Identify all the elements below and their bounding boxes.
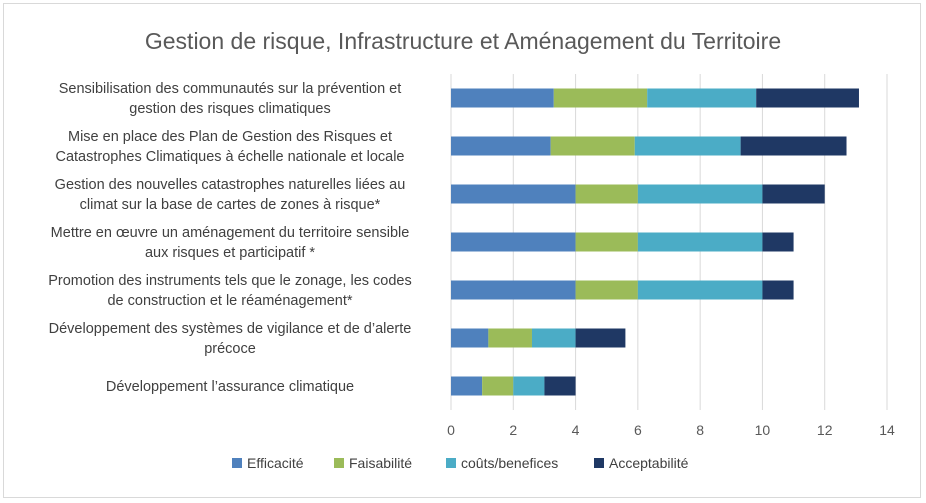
bar-faisabilite xyxy=(575,184,638,204)
x-tick-label: 14 xyxy=(879,422,895,438)
chart-title: Gestion de risque, Infrastructure et Amé… xyxy=(145,28,781,54)
bar-faisabilite xyxy=(488,328,532,348)
bar-couts-benefices xyxy=(637,184,763,204)
bar-couts-benefices xyxy=(637,280,763,300)
legend-swatch-faisabilite xyxy=(334,458,344,468)
x-tick-label: 6 xyxy=(634,422,642,438)
bar-acceptabilite xyxy=(740,136,847,156)
category-label: Promotion des instruments tels que le zo… xyxy=(48,273,412,289)
bar-efficacite xyxy=(451,184,576,204)
category-label: Mettre en œuvre un aménagement du territ… xyxy=(51,225,410,241)
bar-faisabilite xyxy=(550,136,635,156)
bar-couts-benefices xyxy=(637,232,763,252)
category-label: aux risques et participatif * xyxy=(145,245,315,261)
category-label: Mise en place des Plan de Gestion des Ri… xyxy=(68,129,392,145)
bar-acceptabilite xyxy=(544,376,576,396)
bar-efficacite xyxy=(451,232,576,252)
bar-efficacite xyxy=(451,328,489,348)
bar-efficacite xyxy=(451,376,483,396)
bar-faisabilite xyxy=(575,280,638,300)
bar-efficacite xyxy=(451,280,576,300)
bar-acceptabilite xyxy=(762,232,794,252)
x-axis-ticks: 0 2 4 6 8 10 12 14 xyxy=(447,422,895,438)
x-tick-label: 8 xyxy=(696,422,704,438)
bar-couts-benefices xyxy=(531,328,576,348)
bar-couts-benefices xyxy=(513,376,545,396)
category-label: Développement l’assurance climatique xyxy=(106,379,354,395)
category-label: de construction et le réaménagement* xyxy=(107,293,352,309)
legend-swatch-couts-benefices xyxy=(446,458,456,468)
chart-canvas: Gestion de risque, Infrastructure et Amé… xyxy=(48,28,895,471)
x-tick-label: 4 xyxy=(572,422,580,438)
bar-faisabilite xyxy=(553,88,648,108)
x-tick-label: 0 xyxy=(447,422,455,438)
category-label: gestion des risques climatiques xyxy=(129,101,331,117)
legend-label-efficacite: Efficacité xyxy=(247,455,304,471)
bar-acceptabilite xyxy=(575,328,626,348)
category-label: Développement des systèmes de vigilance … xyxy=(49,321,412,337)
category-label: précoce xyxy=(204,341,256,357)
category-label: Sensibilisation des communautés sur la p… xyxy=(59,81,402,97)
bar-acceptabilite xyxy=(762,280,794,300)
bar-faisabilite xyxy=(482,376,514,396)
bar-couts-benefices xyxy=(647,88,757,108)
category-label: Gestion des nouvelles catastrophes natur… xyxy=(55,177,406,193)
bar-couts-benefices xyxy=(634,136,741,156)
legend-swatch-acceptabilite xyxy=(594,458,604,468)
x-tick-label: 10 xyxy=(755,422,771,438)
bar-faisabilite xyxy=(575,232,638,252)
bar-acceptabilite xyxy=(756,88,859,108)
x-tick-label: 12 xyxy=(817,422,833,438)
category-label: climat sur la base de cartes de zones à … xyxy=(80,197,381,213)
bar-acceptabilite xyxy=(762,184,825,204)
legend-swatch-efficacite xyxy=(232,458,242,468)
chart-container: Gestion de risque, Infrastructure et Amé… xyxy=(3,3,921,498)
legend-label-couts-benefices: coûts/benefices xyxy=(461,455,558,471)
legend: Efficacité Faisabilité coûts/benefices Acce… xyxy=(232,455,689,471)
bar-efficacite xyxy=(451,88,554,108)
category-label: Catastrophes Climatiques à échelle natio… xyxy=(55,149,404,165)
x-tick-label: 2 xyxy=(509,422,517,438)
bar-efficacite xyxy=(451,136,551,156)
legend-label-faisabilite: Faisabilité xyxy=(349,455,412,471)
bars xyxy=(451,88,859,396)
category-labels: Sensibilisation des communautés sur la p… xyxy=(48,81,412,395)
legend-label-acceptabilite: Acceptabilité xyxy=(609,455,689,471)
